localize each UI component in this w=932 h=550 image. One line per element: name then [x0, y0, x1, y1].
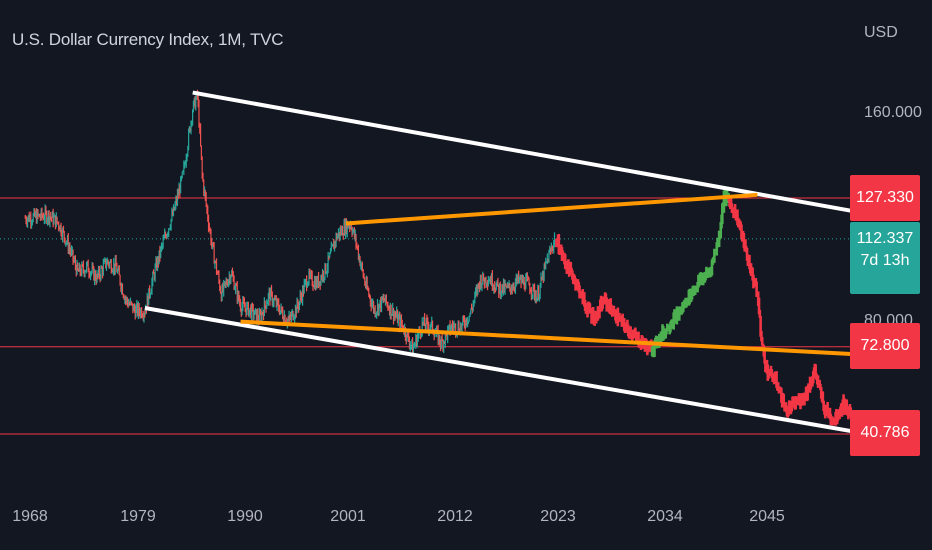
trend-line-lower-falling-line — [240, 319, 859, 357]
trend-line-upper-rising-line — [345, 192, 758, 226]
price-tick-160: 160.000 — [864, 104, 922, 121]
current-price-badge: 112.337 7d 13h — [850, 222, 920, 294]
current-price-value: 112.337 — [856, 230, 914, 247]
level-badge-72: 72.800 — [850, 323, 920, 369]
time-tick-1990: 1990 — [227, 508, 263, 525]
level-badge-40-value: 40.786 — [860, 424, 910, 441]
trend-line-channel-bottom — [144, 306, 868, 436]
time-tick-1979: 1979 — [120, 508, 156, 525]
level-badge-72-value: 72.800 — [860, 337, 910, 354]
time-tick-1968: 1968 — [12, 508, 48, 525]
time-tick-2012: 2012 — [437, 508, 473, 525]
trend-line-channel-top — [192, 90, 892, 220]
currency-label: USD — [864, 24, 898, 41]
chart-title: U.S. Dollar Currency Index, 1M, TVC — [12, 30, 284, 49]
level-badge-40: 40.786 — [850, 410, 920, 456]
time-tick-2034: 2034 — [647, 508, 683, 525]
time-tick-2001: 2001 — [330, 508, 366, 525]
level-badge-127: 127.330 — [850, 175, 920, 221]
level-badge-127-value: 127.330 — [856, 189, 914, 206]
bar-countdown: 7d 13h — [860, 252, 910, 269]
time-tick-2045: 2045 — [749, 508, 785, 525]
time-tick-2023: 2023 — [540, 508, 576, 525]
